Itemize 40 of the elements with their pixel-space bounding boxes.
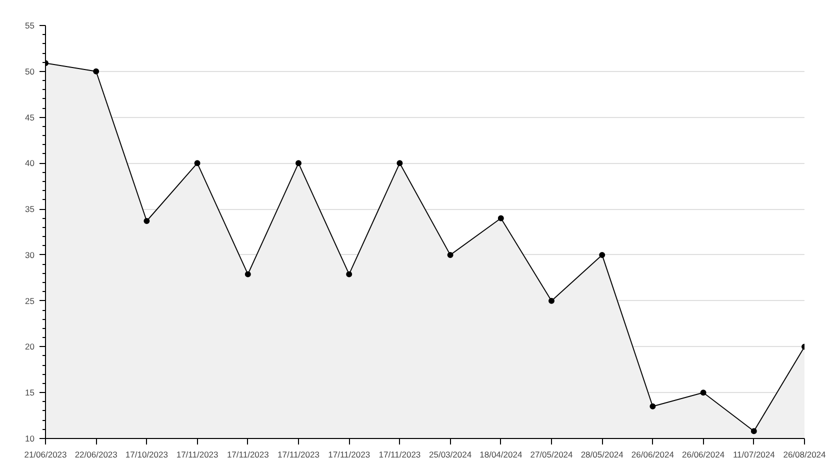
- point: [396, 160, 403, 166]
- x-tick-label: 17/11/2023: [226, 450, 270, 460]
- point: [144, 218, 150, 224]
- y-tick-label: 15: [25, 388, 35, 398]
- y-tick-label: 10: [25, 434, 35, 444]
- x-tick-label: 17/11/2023: [328, 450, 370, 460]
- y-tick-label: 20: [25, 342, 35, 352]
- point: [498, 215, 504, 222]
- x-tick-label: 26/08/2024: [783, 450, 826, 460]
- x-tick-label: 17/11/2023: [176, 450, 219, 460]
- y-tick-label: 50: [25, 66, 35, 76]
- y-tick-label: 30: [25, 250, 35, 260]
- x-tick-label: 28/05/2024: [580, 450, 624, 460]
- x-tick-label: 27/05/2024: [530, 450, 574, 460]
- y-tick-label: 45: [25, 112, 35, 122]
- point: [700, 390, 706, 396]
- x-tick-label: 11/07/2024: [732, 450, 776, 460]
- point: [194, 160, 200, 166]
- x-tick-label: 17/11/2023: [378, 450, 421, 460]
- x-tick-label: 26/06/2024: [631, 450, 674, 460]
- point: [244, 271, 251, 278]
- x-tick-label: 17/11/2023: [278, 450, 320, 460]
- point: [599, 252, 606, 258]
- y-tick-label: 40: [25, 158, 35, 168]
- point: [93, 68, 100, 74]
- point: [750, 428, 757, 434]
- x-tick-label: 21/06/2023: [24, 450, 68, 460]
- y-tick-label: 35: [25, 204, 35, 214]
- x-tick-label: 25/03/2024: [429, 450, 472, 460]
- point: [650, 403, 656, 410]
- point: [548, 298, 554, 304]
- x-tick-label: 18/04/2024: [480, 450, 522, 460]
- point: [346, 271, 352, 278]
- point: [447, 252, 454, 258]
- x-tick-label: 22/06/2023: [74, 450, 118, 460]
- y-tick-label: 55: [25, 20, 35, 30]
- x-tick-label: 26/06/2024: [682, 450, 725, 460]
- y-tick-label: 25: [25, 296, 35, 306]
- x-tick-label: 17/10/2023: [125, 450, 168, 460]
- point: [296, 160, 302, 166]
